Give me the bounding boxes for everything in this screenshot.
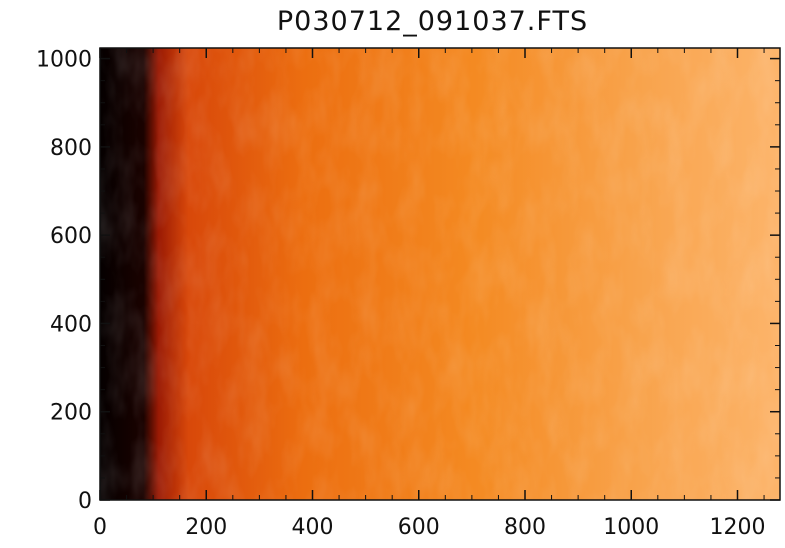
- x-tick-label: 200: [185, 515, 227, 540]
- y-tick-label: 400: [50, 312, 92, 337]
- axes-frame: [99, 47, 781, 501]
- y-tick-label: 600: [50, 224, 92, 249]
- plot-area: [99, 47, 781, 501]
- y-tick-label: 0: [78, 489, 92, 514]
- granulation-texture: [100, 48, 780, 500]
- x-tick-label: 800: [504, 515, 546, 540]
- y-tick-label: 1000: [36, 48, 92, 73]
- x-tick-label: 600: [398, 515, 440, 540]
- x-tick-label: 1000: [603, 515, 659, 540]
- x-tick-label: 1200: [710, 515, 766, 540]
- x-tick-label: 0: [93, 515, 107, 540]
- y-tick-label: 200: [50, 401, 92, 426]
- y-axis: 0 200 400 600 800 1000: [36, 48, 780, 514]
- figure-title: P030712_091037.FTS: [276, 6, 589, 37]
- y-tick-label: 800: [50, 136, 92, 161]
- x-tick-label: 400: [292, 515, 334, 540]
- x-axis: 0 200 400 600 800 1000 1200: [93, 48, 766, 540]
